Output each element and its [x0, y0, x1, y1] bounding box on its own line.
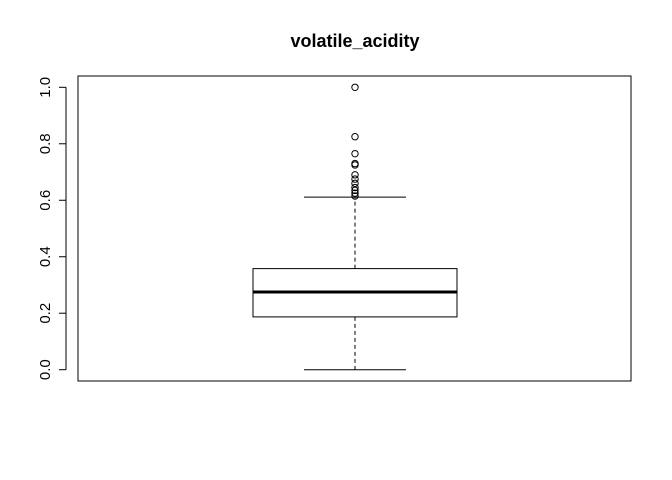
outlier-point	[351, 189, 359, 197]
y-axis: 0.0 0.2 0.4 0.6 0.8 1.0	[37, 77, 67, 380]
outlier-point	[351, 159, 359, 168]
y-tick-label: 0.6	[37, 190, 54, 211]
outlier-point	[351, 179, 359, 188]
y-tick-label: 1.0	[37, 77, 54, 98]
outlier-point	[351, 83, 359, 91]
outlier-point	[351, 171, 359, 179]
outlier-point	[351, 183, 359, 192]
plot-frame	[77, 75, 632, 382]
outlier-point	[351, 186, 359, 195]
y-tick-label: 0.4	[37, 246, 54, 267]
outlier-point	[351, 175, 359, 183]
y-tick-label: 0.2	[37, 303, 54, 324]
box-plot	[252, 196, 458, 371]
outlier-points	[351, 83, 359, 200]
outlier-point	[351, 192, 359, 200]
y-tick-label: 0.0	[37, 359, 54, 380]
chart-title: volatile_acidity	[290, 31, 419, 51]
outlier-point	[351, 133, 359, 141]
y-tick-label: 0.8	[37, 133, 54, 154]
outlier-point	[351, 149, 359, 158]
